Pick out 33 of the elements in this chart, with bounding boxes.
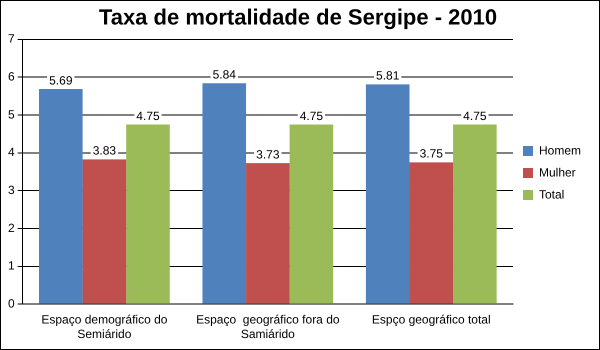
y-tick-label: 4 [8,145,15,160]
data-label: 3.75 [420,146,444,161]
bar [126,124,170,304]
x-tick-label: Espço geográfico total [372,312,491,327]
bar [82,159,126,304]
bar [453,124,497,304]
data-label: 4.75 [463,108,487,123]
y-tick-label: 5 [8,107,15,122]
chart-title: Taxa de mortalidade de Sergipe - 2010 [98,4,498,30]
bar [202,83,246,304]
bar [409,162,454,304]
data-label: 5.84 [212,68,236,82]
y-tick-label: 6 [8,70,15,84]
y-tick-label: 7 [8,32,15,46]
y-tick-label: 2 [8,220,15,235]
data-label: 3.83 [92,144,116,158]
bar [39,88,83,304]
bar [246,163,290,304]
bar [366,84,410,304]
y-tick-label: 3 [8,183,15,198]
y-tick-label: 0 [8,296,15,311]
bar [290,124,334,304]
legend-label: Mulher [538,165,576,180]
x-tick-label: Espaço geográfico fora do Samiárido [196,312,340,342]
data-label: 3.73 [256,147,280,162]
y-tick-label: 1 [8,258,15,273]
data-label: 4.75 [136,108,160,123]
legend-label: Homem [538,143,582,158]
data-label: 4.75 [300,108,324,123]
legend-label: Total [538,187,564,202]
x-tick-label: Espaço demográfico do Semiárido [41,312,168,342]
data-label: 5.69 [49,73,73,88]
data-label: 5.81 [376,68,400,83]
